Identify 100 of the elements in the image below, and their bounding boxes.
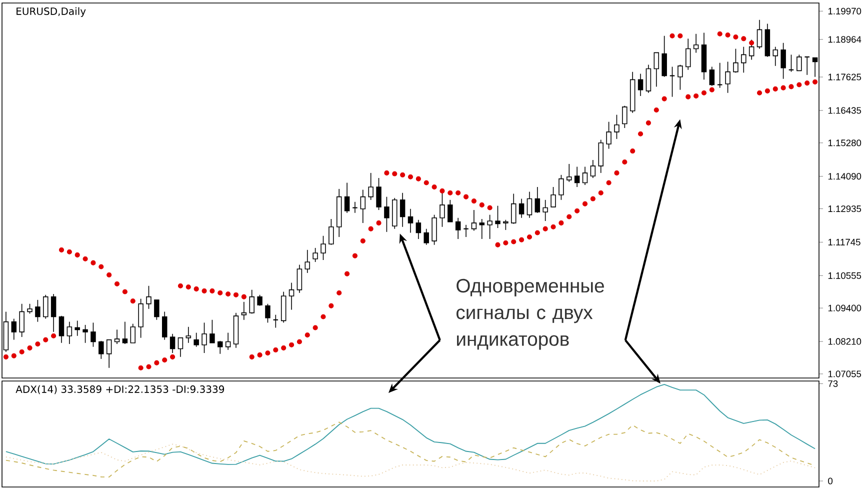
candlestick (741, 46, 746, 74)
chart-title: EURUSD,Daily (16, 7, 86, 17)
candlestick (106, 339, 112, 368)
candlestick (272, 314, 279, 328)
candlestick (27, 303, 32, 314)
y-tick-label: 1.14090 (828, 173, 862, 180)
candlestick (662, 35, 667, 78)
candlestick (526, 191, 532, 218)
y-tick-label: 1.18964 (828, 36, 862, 43)
candlestick (686, 38, 691, 70)
y-tick-label: 1.07055 (828, 370, 862, 378)
candlestick (122, 321, 128, 344)
candlestick (788, 54, 794, 72)
candlestick (804, 56, 810, 76)
candlestick (511, 193, 516, 224)
candlestick (796, 54, 802, 72)
candlestick (503, 219, 508, 230)
candlestick (162, 311, 168, 340)
candlestick (756, 19, 762, 50)
candlestick (19, 303, 24, 338)
candlestick (58, 316, 64, 344)
candlestick (638, 73, 644, 96)
candlestick (780, 42, 786, 80)
candlestick (733, 48, 738, 74)
candlestick (368, 172, 374, 200)
y-tick-label: 1.19970 (828, 8, 862, 14)
candlestick (574, 166, 580, 188)
candlestick (622, 105, 628, 128)
candlestick (186, 326, 192, 344)
candlestick (328, 218, 334, 246)
candlestick (296, 264, 302, 294)
candlestick (550, 186, 556, 208)
candlestick (98, 340, 104, 360)
candlestick (542, 200, 548, 222)
candlestick (304, 250, 310, 274)
candlestick (178, 337, 184, 358)
candlestick (487, 214, 492, 240)
candlestick (566, 164, 572, 182)
candlestick (202, 322, 207, 354)
candlestick (590, 160, 596, 178)
candlestick (495, 205, 500, 228)
candlestick (448, 200, 453, 222)
candlestick (614, 114, 620, 140)
candlestick (114, 329, 120, 344)
candlestick (352, 201, 358, 214)
candlestick (241, 301, 247, 320)
y-tick-label: 1.11745 (828, 238, 860, 246)
y-tick-label: 1.10555 (828, 272, 862, 279)
candlestick (50, 294, 56, 332)
candlestick (582, 166, 588, 186)
candlestick (416, 219, 422, 240)
candlestick (170, 333, 176, 354)
y-tick-label: 1.15280 (828, 140, 862, 146)
candlestick (66, 321, 72, 344)
candlestick (43, 294, 48, 320)
candlestick (716, 62, 723, 88)
candlestick (725, 61, 730, 94)
candlestick (748, 39, 754, 60)
y-tick-label: 1.12935 (828, 205, 862, 212)
candlestick (249, 289, 254, 314)
candlestick (360, 189, 366, 224)
candlestick (424, 228, 429, 246)
candlestick (265, 303, 270, 324)
candlestick (90, 322, 96, 348)
candlestick (344, 182, 350, 214)
candlestick (376, 178, 382, 210)
candlestick (74, 320, 80, 336)
candlestick (320, 235, 326, 260)
candlestick (678, 64, 683, 90)
chart-title: ADX(14) 33.3589 +DI:22.1353 -DI:9.3339 (16, 385, 224, 394)
candlestick (669, 66, 676, 98)
candlestick (646, 64, 652, 94)
candlestick (432, 214, 437, 246)
candlestick (606, 121, 612, 150)
candlestick (471, 210, 477, 232)
candlestick (693, 33, 699, 54)
y-tick-label: 0 (828, 478, 833, 484)
candlestick (257, 294, 262, 306)
candlestick (558, 174, 564, 200)
candlestick (218, 340, 223, 354)
y-tick-label: 1.17625 (828, 74, 862, 80)
candlestick (11, 318, 17, 340)
candlestick (384, 196, 390, 232)
candlestick (35, 300, 40, 322)
candlestick (654, 52, 660, 88)
candlestick (518, 198, 524, 218)
candlestick (479, 218, 485, 240)
candlestick (194, 332, 199, 348)
candlestick (225, 332, 231, 350)
candlestick (288, 282, 294, 310)
candlestick (598, 139, 604, 174)
candlestick (146, 285, 152, 310)
annotation: Одновременные сигналы с двух индикаторов (456, 278, 604, 350)
candlestick (408, 208, 414, 234)
y-tick-label: 73 (828, 380, 838, 387)
candlestick (772, 46, 778, 66)
candlestick (130, 323, 136, 344)
candlestick (400, 192, 406, 228)
y-tick-label: 1.08210 (828, 338, 862, 345)
y-tick-label: 1.09400 (828, 304, 862, 312)
